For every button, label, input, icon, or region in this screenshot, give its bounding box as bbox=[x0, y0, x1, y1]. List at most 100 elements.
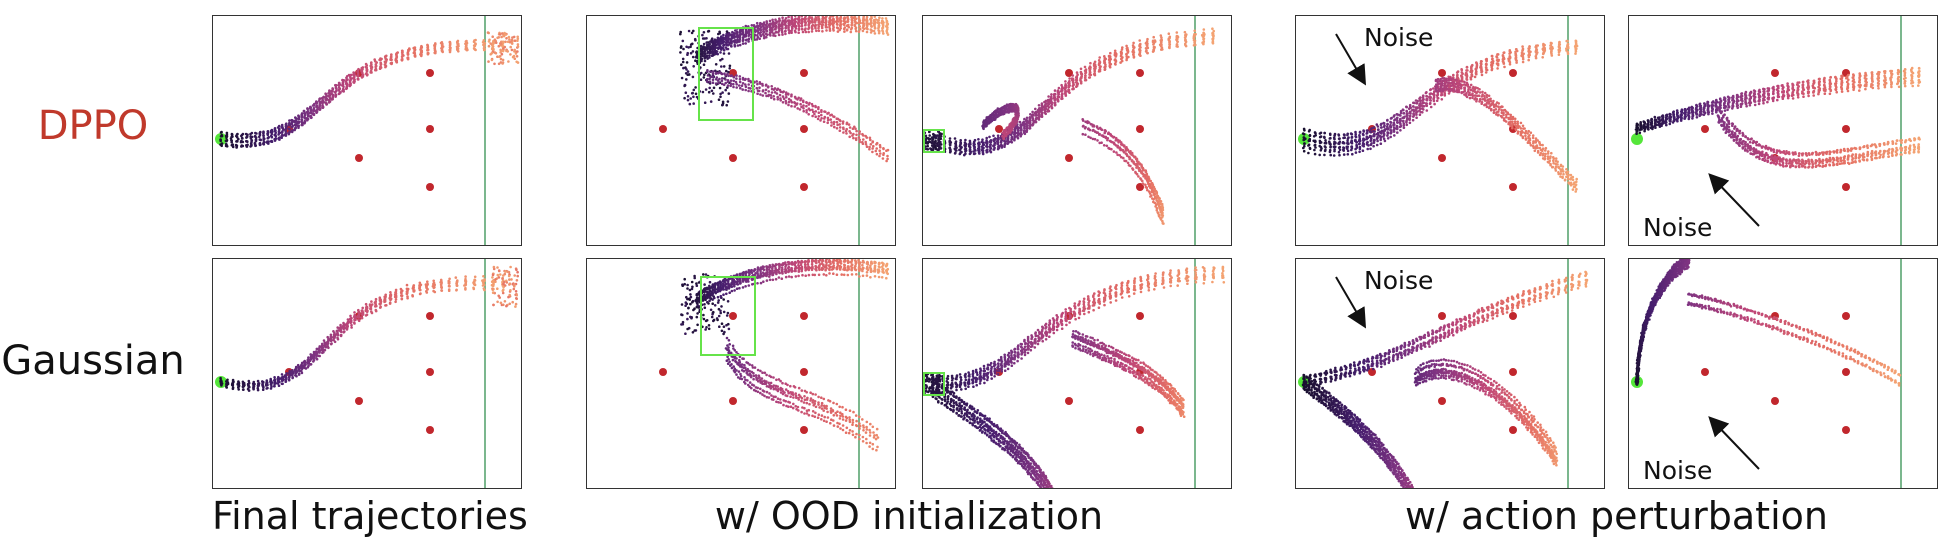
trajectory-bundle bbox=[930, 378, 1054, 488]
obstacle-marker bbox=[729, 154, 737, 162]
obstacle-marker bbox=[659, 125, 667, 133]
obstacle-marker bbox=[729, 312, 737, 320]
trajectory-bundle bbox=[981, 102, 1020, 141]
obstacle-marker bbox=[1509, 312, 1517, 320]
trajectory-bundle bbox=[1434, 76, 1578, 193]
trajectory-bundle bbox=[1071, 330, 1186, 418]
noise-label: Noise bbox=[1364, 23, 1433, 52]
obstacle-marker bbox=[1136, 69, 1144, 77]
obstacle-marker bbox=[1509, 183, 1517, 191]
panel-gaussian-final bbox=[212, 258, 522, 489]
obstacle-marker bbox=[426, 125, 434, 133]
obstacle-marker bbox=[426, 426, 434, 434]
noise-arrow bbox=[1335, 276, 1367, 329]
column-label-action-perturbation: w/ action perturbation bbox=[1405, 494, 1828, 538]
obstacle-marker bbox=[1701, 125, 1709, 133]
noise-arrow bbox=[1335, 33, 1367, 86]
obstacle-marker bbox=[1509, 426, 1517, 434]
obstacle-marker bbox=[800, 368, 808, 376]
obstacle-marker bbox=[1136, 183, 1144, 191]
trajectory-bundle bbox=[1301, 270, 1589, 389]
goal-cluster bbox=[486, 31, 520, 66]
obstacle-marker bbox=[1065, 154, 1073, 162]
obstacle-markers bbox=[995, 312, 1144, 434]
trajectory-bundle bbox=[1686, 292, 1902, 387]
trajectory-bundle bbox=[1413, 358, 1559, 467]
panel-dppo-ood-1 bbox=[586, 15, 896, 246]
noise-annotation: Noise bbox=[1335, 266, 1433, 329]
obstacle-marker bbox=[355, 154, 363, 162]
obstacle-markers bbox=[285, 312, 434, 434]
trajectory-bundle bbox=[1716, 106, 1921, 169]
obstacle-marker bbox=[1136, 125, 1144, 133]
obstacle-marker bbox=[1509, 368, 1517, 376]
obstacle-marker bbox=[800, 125, 808, 133]
obstacle-marker bbox=[1771, 397, 1779, 405]
obstacle-marker bbox=[1771, 69, 1779, 77]
noise-annotation: Noise bbox=[1643, 416, 1760, 485]
trajectory-bundle bbox=[219, 38, 505, 149]
obstacle-marker bbox=[800, 426, 808, 434]
panel-dppo-ood-2 bbox=[922, 15, 1232, 246]
obstacle-markers bbox=[659, 69, 808, 191]
obstacle-markers bbox=[1701, 69, 1850, 191]
obstacle-marker bbox=[426, 69, 434, 77]
obstacle-markers bbox=[659, 312, 808, 434]
noise-annotation: Noise bbox=[1335, 23, 1433, 86]
obstacle-marker bbox=[1065, 397, 1073, 405]
obstacle-marker bbox=[1842, 426, 1850, 434]
obstacle-marker bbox=[800, 312, 808, 320]
obstacle-marker bbox=[659, 368, 667, 376]
panel-gaussian-ood-1 bbox=[586, 258, 896, 489]
obstacle-markers bbox=[1368, 312, 1517, 434]
noise-label: Noise bbox=[1364, 266, 1433, 295]
ood-init-box bbox=[923, 372, 945, 396]
noise-annotation: Noise bbox=[1643, 173, 1760, 242]
ood-init-box bbox=[698, 27, 754, 121]
obstacle-marker bbox=[995, 125, 1003, 133]
row-label-dppo: DPPO bbox=[37, 103, 149, 149]
ood-init-box bbox=[700, 276, 756, 356]
row-label-gaussian: Gaussian bbox=[1, 338, 185, 384]
panel-gaussian-perturb-2: Noise bbox=[1628, 258, 1938, 489]
obstacle-marker bbox=[1701, 368, 1709, 376]
trajectory-bundle bbox=[695, 259, 890, 309]
obstacle-marker bbox=[1438, 154, 1446, 162]
obstacle-marker bbox=[800, 183, 808, 191]
trajectory-bundle bbox=[931, 265, 1226, 394]
obstacle-marker bbox=[1136, 312, 1144, 320]
obstacle-markers bbox=[1701, 312, 1850, 434]
obstacle-marker bbox=[426, 312, 434, 320]
start-marker bbox=[1631, 133, 1643, 145]
column-label-ood-initialization: w/ OOD initialization bbox=[714, 494, 1104, 538]
obstacle-marker bbox=[1842, 125, 1850, 133]
obstacle-marker bbox=[1438, 69, 1446, 77]
obstacle-marker bbox=[426, 368, 434, 376]
obstacle-marker bbox=[1842, 183, 1850, 191]
trajectory-bundle bbox=[1302, 373, 1414, 488]
obstacle-marker bbox=[1438, 312, 1446, 320]
noise-arrow bbox=[1708, 173, 1760, 227]
obstacle-marker bbox=[1065, 69, 1073, 77]
trajectory-bundle bbox=[705, 69, 890, 163]
noise-label: Noise bbox=[1643, 456, 1712, 485]
panel-dppo-perturb-2: Noise bbox=[1628, 15, 1938, 246]
trajectory-bundle bbox=[219, 275, 505, 392]
trajectory-bundle bbox=[724, 336, 880, 452]
obstacle-marker bbox=[1136, 426, 1144, 434]
column-label-final-trajectories: Final trajectories bbox=[212, 494, 528, 538]
obstacle-markers bbox=[995, 69, 1144, 191]
panel-gaussian-perturb-1: Noise bbox=[1295, 258, 1605, 489]
trajectory-bundle bbox=[695, 16, 890, 66]
obstacle-marker bbox=[426, 183, 434, 191]
trajectory-bundle bbox=[930, 27, 1215, 157]
goal-cluster bbox=[491, 265, 519, 308]
ood-init-box bbox=[923, 129, 945, 153]
obstacle-marker bbox=[1842, 312, 1850, 320]
obstacle-marker bbox=[800, 69, 808, 77]
panel-dppo-final bbox=[212, 15, 522, 246]
obstacle-marker bbox=[729, 397, 737, 405]
noise-arrow bbox=[1708, 416, 1760, 470]
panel-dppo-perturb-1: Noise bbox=[1295, 15, 1605, 246]
obstacle-marker bbox=[1842, 368, 1850, 376]
